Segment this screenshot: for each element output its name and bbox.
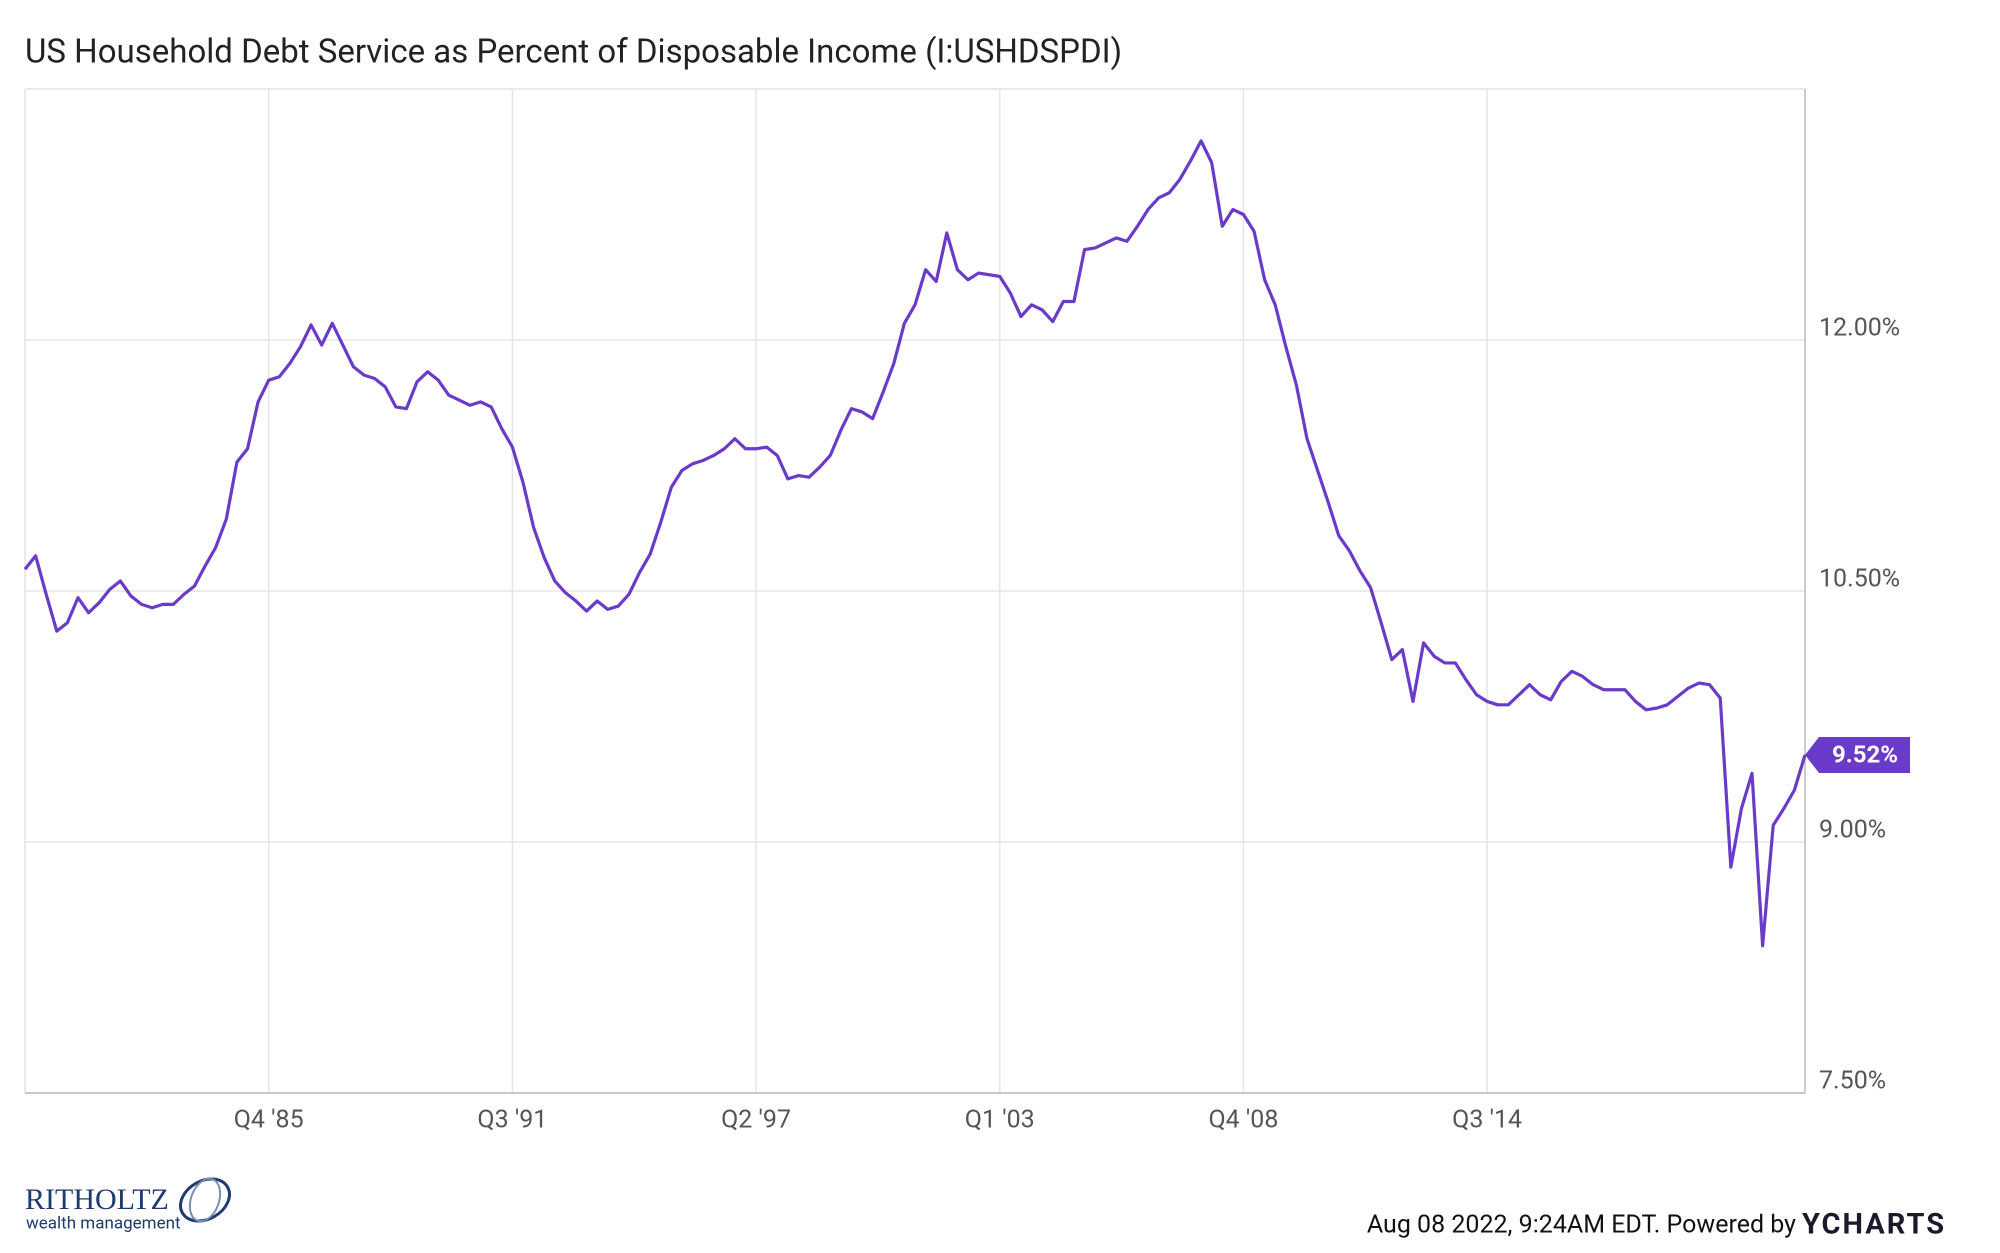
x-tick-label: Q2 '97 bbox=[721, 1106, 791, 1135]
x-tick-label: Q1 '03 bbox=[965, 1106, 1035, 1135]
x-tick-label: Q4 '08 bbox=[1208, 1106, 1278, 1135]
series-line bbox=[23, 139, 1807, 948]
y-tick-label: 12.00% bbox=[1819, 314, 1900, 343]
logo-name: RITHOLTZ bbox=[25, 1183, 169, 1216]
logo-sub: wealth management bbox=[26, 1213, 181, 1233]
x-tick-label: Q3 '14 bbox=[1452, 1106, 1522, 1135]
chart-title: US Household Debt Service as Percent of … bbox=[25, 33, 1122, 72]
x-tick-label: Q4 '85 bbox=[234, 1106, 304, 1135]
y-tick-label: 10.50% bbox=[1819, 565, 1900, 594]
last-value-tag bbox=[1805, 736, 1910, 773]
logo-swirl bbox=[188, 1177, 222, 1223]
x-tick-label: Q3 '91 bbox=[477, 1106, 547, 1135]
ritholtz-logo: RITHOLTZ wealth management bbox=[25, 1177, 231, 1233]
y-tick-label: 7.50% bbox=[1819, 1067, 1886, 1096]
footer-timestamp: Aug 08 2022, 9:24AM EDT. Powered by bbox=[1367, 1211, 1796, 1240]
y-tick-label: 9.00% bbox=[1819, 816, 1886, 845]
footer-brand: YCHARTS bbox=[1802, 1208, 1946, 1242]
logo-swirl bbox=[179, 1177, 231, 1223]
last-value-label: 9.52% bbox=[1832, 740, 1898, 768]
